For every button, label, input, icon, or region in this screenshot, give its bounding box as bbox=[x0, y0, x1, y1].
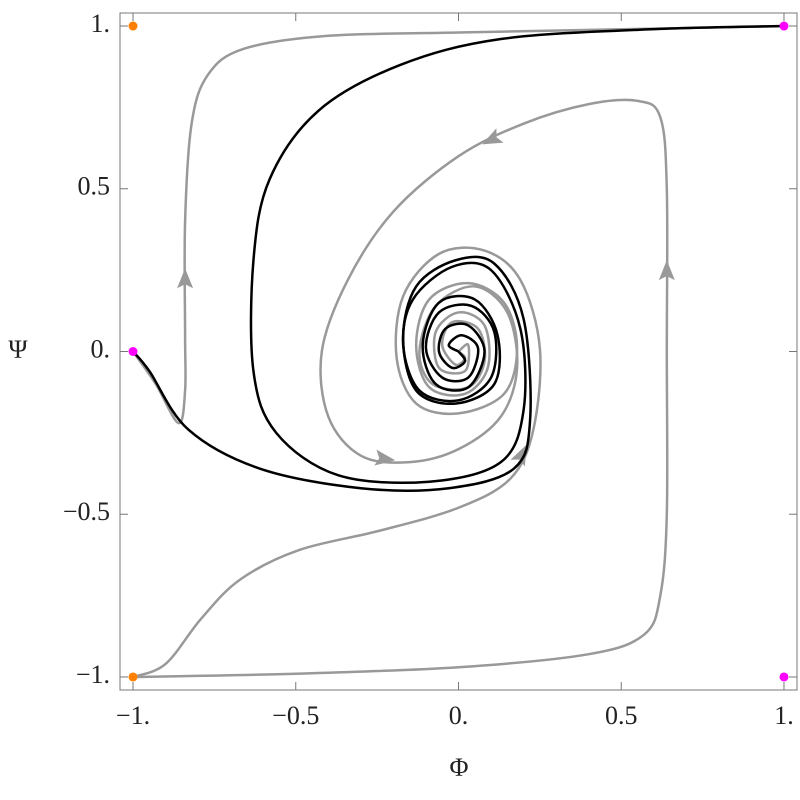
trajectory bbox=[132, 255, 532, 492]
y-tick-label: −0.5 bbox=[63, 497, 110, 526]
fixed-point bbox=[128, 672, 138, 682]
y-tick-label: −1. bbox=[76, 660, 110, 689]
trajectory bbox=[131, 24, 785, 425]
x-tick-label: 0. bbox=[449, 701, 469, 730]
trajectory bbox=[132, 246, 542, 679]
y-axis-label: Ψ bbox=[8, 335, 28, 364]
x-tick-label: 1. bbox=[774, 701, 794, 730]
flow-arrow bbox=[374, 449, 396, 466]
x-tick-label: −1. bbox=[116, 701, 150, 730]
flow-arrow bbox=[482, 128, 504, 145]
x-tick-label: −0.5 bbox=[272, 701, 319, 730]
fixed-point bbox=[779, 672, 789, 682]
fixed-point bbox=[128, 21, 138, 31]
trajectory bbox=[249, 24, 785, 485]
y-tick-label: 0.5 bbox=[78, 172, 111, 201]
fixed-point bbox=[779, 21, 789, 31]
trajectory bbox=[132, 98, 669, 679]
x-axis-label: Φ bbox=[449, 753, 468, 782]
flow-arrow bbox=[177, 268, 194, 289]
y-tick-label: 1. bbox=[91, 9, 111, 38]
flow-arrow bbox=[658, 260, 675, 281]
x-tick-label: 0.5 bbox=[605, 701, 638, 730]
y-tick-label: 0. bbox=[91, 334, 111, 363]
fixed-point bbox=[128, 347, 138, 356]
